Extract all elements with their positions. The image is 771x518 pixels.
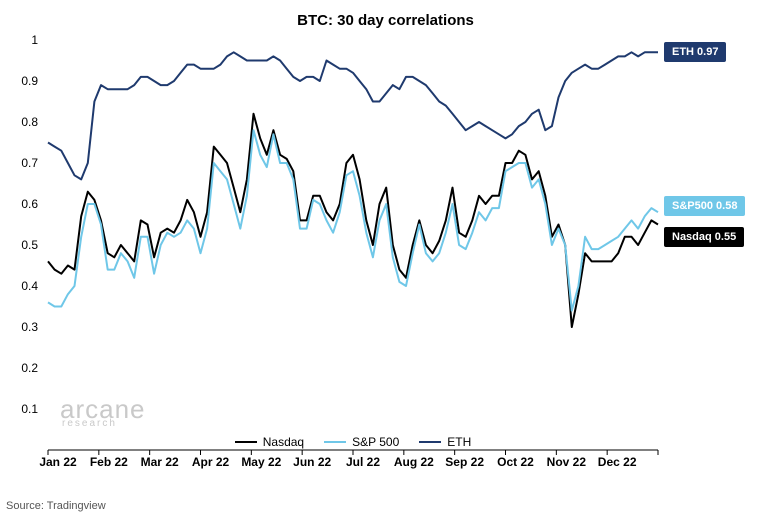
legend-item-nasdaq: Nasdaq [235,435,304,449]
x-axis: Jan 22Feb 22Mar 22Apr 22May 22Jun 22Jul … [48,455,658,475]
x-tick-label: Dec 22 [598,455,637,469]
legend-label: Nasdaq [263,435,304,449]
x-tick-label: Nov 22 [547,455,586,469]
legend-label: S&P 500 [352,435,399,449]
y-tick-label: 0.8 [21,115,38,129]
plot-svg [48,40,658,450]
legend-item-eth: ETH [419,435,471,449]
y-tick-label: 0.5 [21,238,38,252]
x-tick-label: Feb 22 [90,455,128,469]
y-tick-label: 0.4 [21,279,38,293]
x-tick-label: Oct 22 [497,455,534,469]
legend-swatch [235,441,257,443]
x-tick-label: Mar 22 [141,455,179,469]
x-tick-label: Apr 22 [192,455,229,469]
y-tick-label: 0.3 [21,320,38,334]
plot-area [48,40,658,450]
x-tick-label: Jun 22 [293,455,331,469]
watermark-logo: arcane research [60,398,146,428]
y-tick-label: 0.1 [21,402,38,416]
x-tick-label: Sep 22 [445,455,484,469]
x-tick-label: Jul 22 [346,455,380,469]
y-tick-label: 0.6 [21,197,38,211]
y-tick-label: 1 [31,33,38,47]
legend-item-s-p-500: S&P 500 [324,435,399,449]
end-label-nasdaq: Nasdaq 0.55 [664,227,744,247]
x-tick-label: May 22 [241,455,281,469]
legend-swatch [324,441,346,443]
y-tick-label: 0.9 [21,74,38,88]
x-tick-label: Aug 22 [394,455,434,469]
legend-swatch [419,441,441,443]
end-label-eth: ETH 0.97 [664,42,726,62]
y-tick-label: 0.2 [21,361,38,375]
chart-title: BTC: 30 day correlations [0,12,771,29]
x-tick-label: Jan 22 [39,455,76,469]
end-label-s-p-500: S&P500 0.58 [664,196,745,216]
correlation-chart: BTC: 30 day correlations 0.1 0.2 0.3 0.4 0.5… [0,0,771,518]
y-axis: 0.10.20.30.40.50.60.70.80.91 [0,40,44,450]
y-tick-label: 0.7 [21,156,38,170]
series-line-nasdaq [48,114,658,327]
legend: Nasdaq S&P 500 ETH [48,432,658,449]
legend-label: ETH [447,435,471,449]
series-line-eth [48,52,658,179]
source-label: Source: Tradingview [6,500,106,512]
